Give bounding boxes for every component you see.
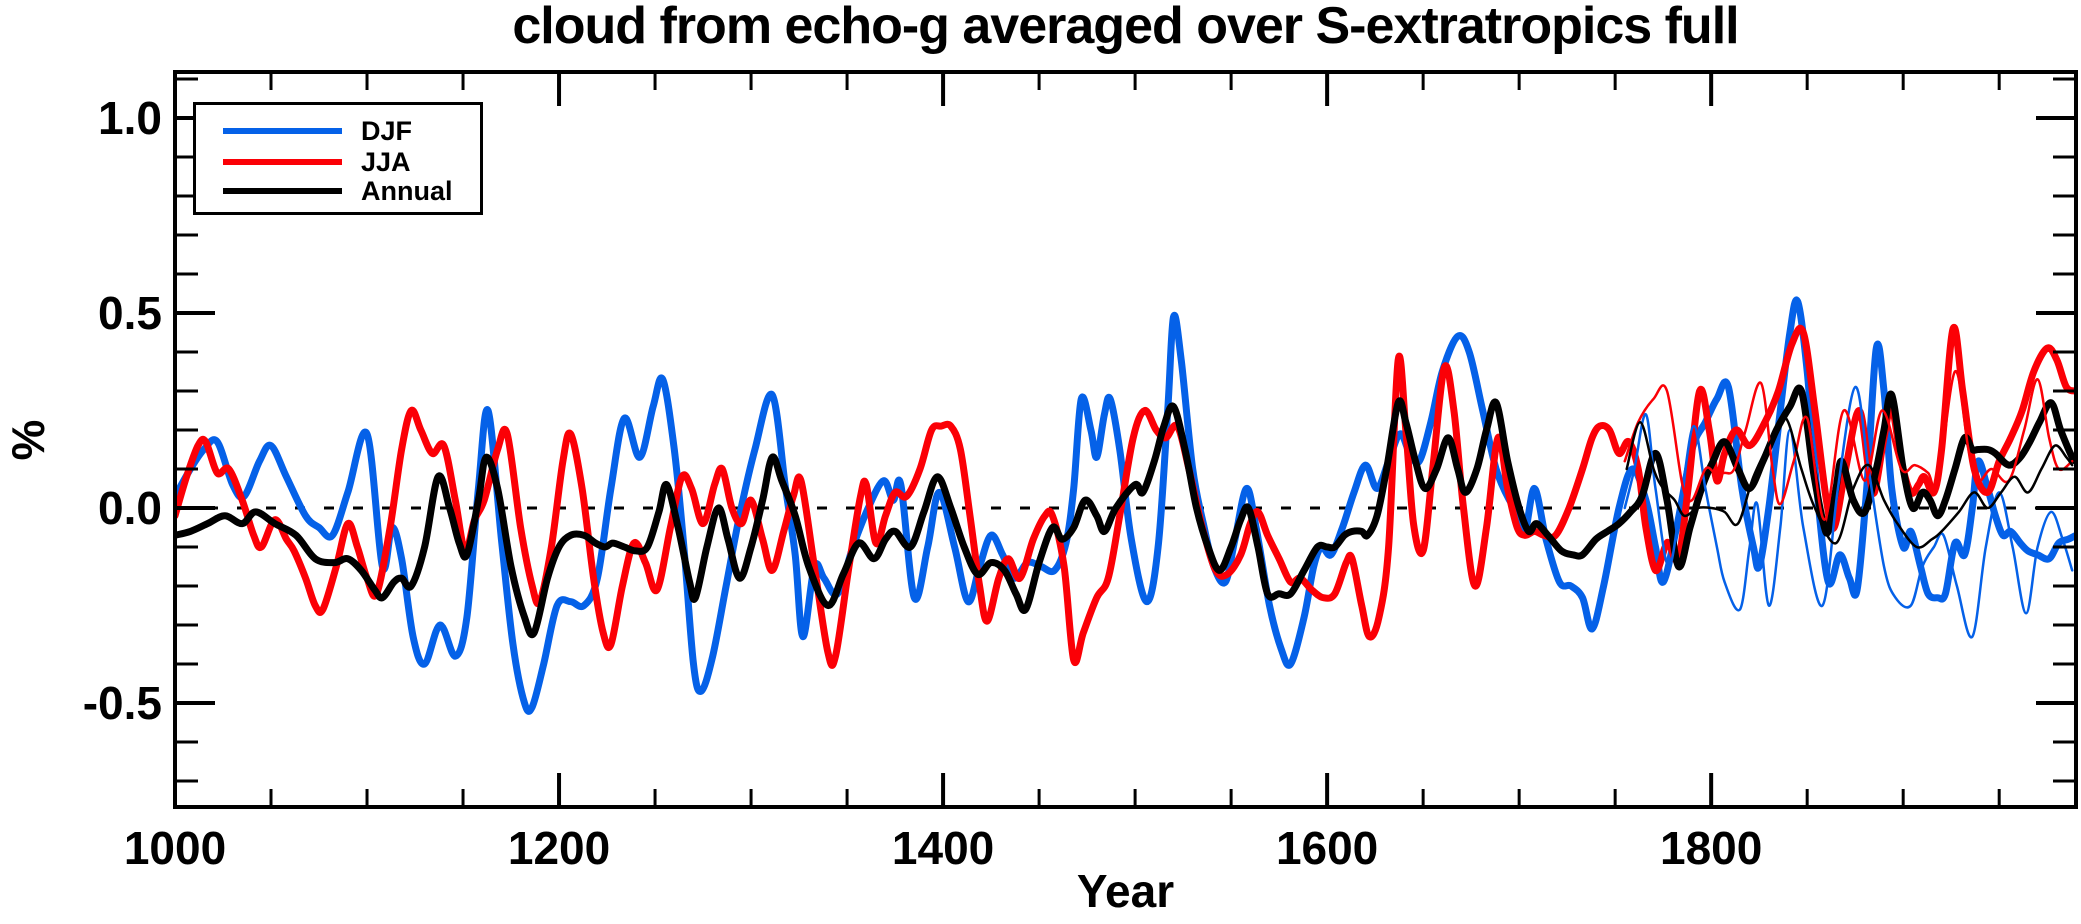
series-jja [175, 323, 2076, 669]
y-tick-label--0.5: -0.5 [82, 677, 162, 729]
x-axis-label: Year [1076, 865, 1175, 917]
y-tick-label-0.0: 0.0 [98, 482, 162, 534]
x-tick-label-1400: 1400 [891, 822, 995, 874]
y-axis-label: % [2, 419, 54, 461]
y-tick-label-0.5: 0.5 [98, 287, 162, 339]
x-tick-label-1600: 1600 [1275, 822, 1379, 874]
x-tick-label-1000: 1000 [123, 822, 227, 874]
series-jja-thin-late-segment- [1623, 370, 2074, 521]
series-djf [175, 296, 2076, 715]
x-tick-label-1200: 1200 [507, 822, 611, 874]
chart-title: cloud from echo-g averaged over S-extrat… [512, 0, 1739, 55]
legend-line-annual [223, 188, 342, 194]
legend-label-jja: JJA [361, 147, 411, 177]
legend-line-jja [223, 159, 342, 165]
series-annual-thin-late-segment- [1625, 415, 2074, 549]
y-tick-label-1.0: 1.0 [98, 92, 162, 144]
x-tick-label-1800: 1800 [1659, 822, 1763, 874]
legend-line-djf [223, 128, 342, 134]
legend-label-annual: Annual [361, 176, 453, 206]
legend-box: DJF JJA Annual [193, 102, 483, 215]
legend-label-djf: DJF [361, 116, 413, 146]
